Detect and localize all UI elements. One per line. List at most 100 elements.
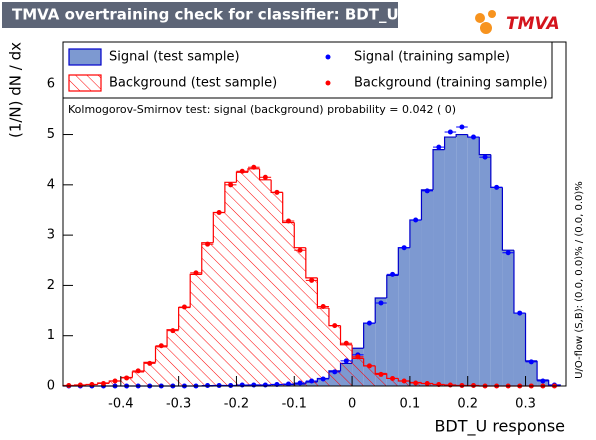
point bbox=[401, 245, 407, 251]
bar bbox=[282, 222, 295, 386]
point bbox=[424, 380, 430, 386]
point bbox=[482, 154, 488, 160]
x-tick-label: 0 bbox=[348, 397, 356, 412]
legend-label: Background (test sample) bbox=[109, 76, 277, 91]
bar-outline bbox=[501, 187, 514, 251]
x-tick-label: 0.3 bbox=[515, 397, 536, 412]
bar-outline bbox=[478, 137, 491, 156]
y-tick-label: 3 bbox=[47, 228, 55, 243]
bar bbox=[248, 168, 260, 386]
point bbox=[228, 182, 234, 188]
point bbox=[470, 134, 476, 140]
point bbox=[262, 382, 268, 388]
y-tick-label: 2 bbox=[47, 278, 55, 293]
point bbox=[459, 124, 465, 130]
point bbox=[470, 382, 476, 388]
bar bbox=[259, 179, 272, 386]
point bbox=[309, 277, 315, 283]
point bbox=[517, 310, 523, 316]
point bbox=[332, 369, 338, 375]
legend-swatch bbox=[68, 74, 102, 92]
point bbox=[320, 304, 326, 310]
point bbox=[505, 250, 511, 256]
point bbox=[135, 368, 141, 374]
point bbox=[355, 354, 361, 360]
point bbox=[124, 375, 130, 381]
y-tick-label: 5 bbox=[47, 127, 55, 142]
point bbox=[366, 320, 372, 326]
bar bbox=[386, 275, 399, 386]
point bbox=[390, 375, 396, 381]
x-tick-label: -0.4 bbox=[108, 397, 133, 412]
point bbox=[216, 382, 222, 388]
point bbox=[366, 363, 372, 369]
bar bbox=[190, 274, 202, 386]
point bbox=[205, 382, 211, 388]
annotation: Kolmogorov-Smirnov test: signal (backgro… bbox=[68, 103, 456, 116]
point bbox=[413, 380, 419, 386]
chart-title: TMVA overtraining check for classifier: … bbox=[12, 6, 399, 24]
bar bbox=[456, 134, 468, 386]
legend-label: Background (training sample) bbox=[354, 76, 548, 91]
bar bbox=[224, 182, 237, 386]
point bbox=[413, 217, 419, 223]
point bbox=[158, 343, 164, 349]
legend-label: Signal (training sample) bbox=[354, 50, 510, 65]
bar bbox=[317, 308, 329, 386]
bar-outline bbox=[455, 133, 468, 138]
bar bbox=[328, 325, 341, 386]
point bbox=[390, 271, 396, 277]
point bbox=[378, 300, 384, 306]
point bbox=[332, 323, 338, 329]
bar-outline bbox=[374, 297, 387, 324]
y-tick-label: 4 bbox=[47, 177, 55, 192]
bar-outline bbox=[258, 168, 272, 181]
point bbox=[77, 382, 83, 388]
bar-outline bbox=[305, 247, 318, 279]
side-note: U/O-flow (S,B): (0.0, 0.0)% / (0.0, 0.0)… bbox=[574, 181, 585, 379]
legend-box bbox=[62, 41, 553, 99]
x-tick-label: 0.1 bbox=[400, 397, 421, 412]
point bbox=[181, 304, 187, 310]
point bbox=[343, 358, 349, 364]
point bbox=[216, 209, 222, 215]
point bbox=[239, 382, 245, 388]
bar-outline bbox=[443, 136, 457, 150]
point bbox=[436, 144, 442, 150]
bar-outline bbox=[293, 222, 306, 249]
bar bbox=[143, 362, 156, 386]
bar bbox=[375, 373, 387, 386]
point bbox=[112, 378, 118, 384]
bar bbox=[375, 297, 387, 386]
bar bbox=[386, 378, 399, 386]
point bbox=[320, 376, 326, 382]
point bbox=[205, 241, 211, 247]
point bbox=[100, 380, 106, 386]
point bbox=[251, 164, 257, 170]
bar bbox=[109, 380, 121, 386]
bar bbox=[178, 307, 191, 386]
y-tick-label: 6 bbox=[47, 77, 55, 92]
bar-outline bbox=[432, 149, 445, 190]
x-axis-label: BDT_U response bbox=[434, 417, 565, 437]
bar bbox=[294, 247, 306, 386]
point bbox=[66, 382, 72, 388]
bar bbox=[398, 247, 410, 386]
point bbox=[228, 382, 234, 388]
y-tick-label: 1 bbox=[47, 328, 55, 343]
bar bbox=[421, 189, 434, 386]
bar bbox=[444, 137, 457, 386]
legend-swatch bbox=[68, 48, 102, 66]
bar bbox=[340, 344, 353, 386]
bar bbox=[398, 380, 410, 386]
point bbox=[285, 218, 291, 224]
bar bbox=[467, 137, 480, 386]
bar bbox=[305, 277, 318, 386]
bar bbox=[201, 242, 214, 386]
point bbox=[170, 328, 176, 334]
logo: TMVA bbox=[475, 10, 560, 34]
point bbox=[528, 359, 534, 365]
bar bbox=[352, 358, 364, 386]
bar bbox=[155, 346, 168, 386]
